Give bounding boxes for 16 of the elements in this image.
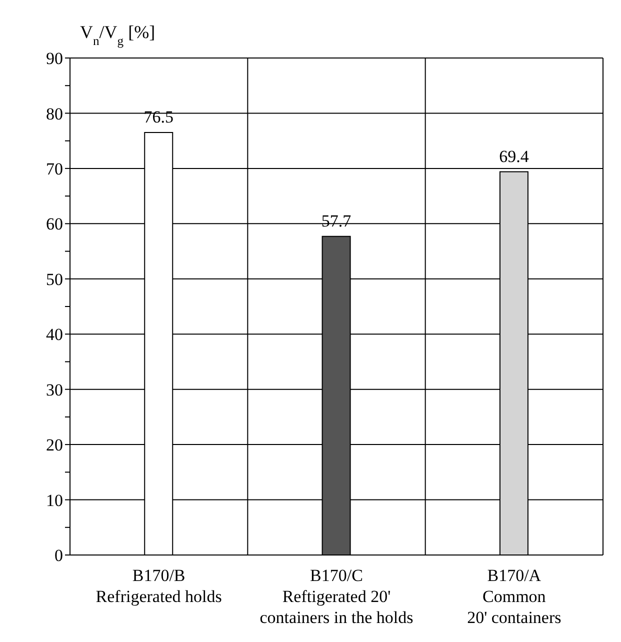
y-tick-label: 50	[46, 270, 63, 289]
y-tick-label: 30	[46, 380, 63, 400]
y-tick-label: 80	[46, 104, 63, 124]
y-tick-label: 70	[46, 159, 63, 178]
y-tick-label: 0	[54, 546, 63, 566]
x-tick-label: B170/A Common 20' containers	[467, 566, 562, 627]
y-tick-label: 20	[46, 436, 63, 455]
x-tick-label: B170/B Refrigerated holds	[96, 566, 222, 606]
data-label: 76.5	[144, 108, 174, 127]
y-tick-label: 10	[46, 490, 63, 510]
y-tick-label: 90	[46, 49, 63, 68]
y-axis-title: V$_{n}$/V$_{g}$ [%]	[80, 22, 156, 48]
y-tick-label: 60	[46, 214, 63, 234]
x-tick-label: B170/C Reftigerated 20' containers in the holds	[260, 566, 414, 627]
data-label: 69.4	[499, 146, 530, 166]
y-tick-label: 40	[46, 325, 63, 344]
